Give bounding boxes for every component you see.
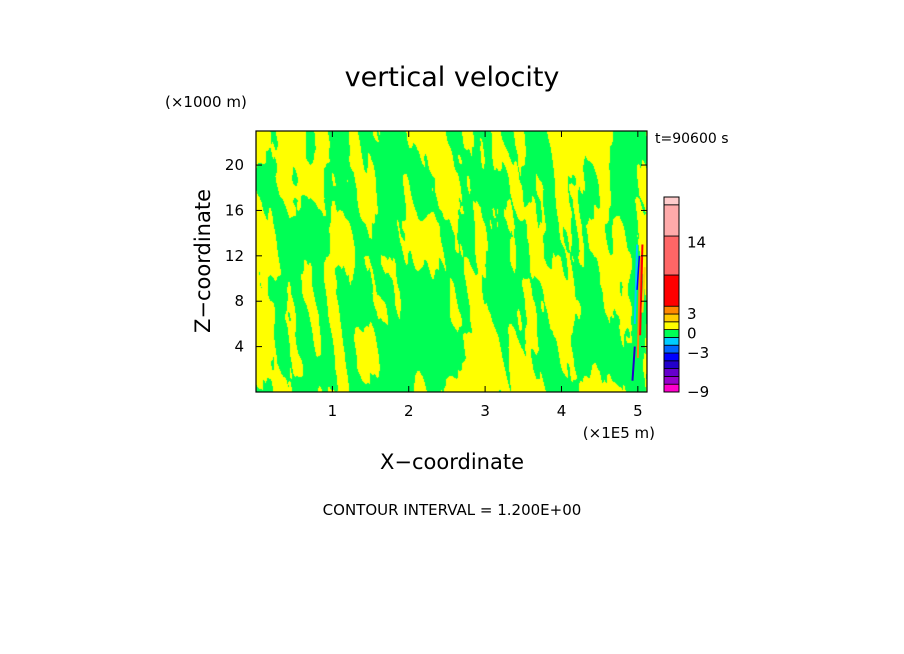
field-streak-0 <box>636 255 642 358</box>
y-axis-ticks: 4 8 12 16 20 <box>225 156 647 356</box>
colorbar-label: −3 <box>687 344 709 362</box>
colorbar-level-10 <box>663 305 680 315</box>
field-streak-1 <box>639 244 644 336</box>
colorbar-frame <box>663 196 680 393</box>
colorbar-level-14 <box>663 196 680 206</box>
y-tick-label: 16 <box>225 201 244 219</box>
y-tick-label: 12 <box>225 247 244 265</box>
y-axis-unit: (×1000 m) <box>165 93 247 111</box>
x-axis-ticks: 1 2 3 4 5 <box>328 131 643 420</box>
y-tick-label: 4 <box>234 338 244 356</box>
field-streak-4 <box>636 255 641 290</box>
colorbar-level-0 <box>663 383 680 393</box>
x-tick-label: 5 <box>633 402 643 420</box>
x-axis-title: X−coordinate <box>380 450 524 474</box>
colorbar-level-4 <box>663 352 680 362</box>
colorbar-level-5 <box>663 344 680 354</box>
colorbar-level-7 <box>663 329 680 338</box>
colorbar-label: −9 <box>687 383 709 401</box>
x-tick-label: 4 <box>557 402 567 420</box>
colorbar-level-9 <box>663 313 680 323</box>
colorbar-level-11 <box>663 274 680 307</box>
plot-frame <box>255 130 648 393</box>
colorbar-label: 3 <box>687 305 697 323</box>
field-streak-5 <box>641 267 646 313</box>
x-axis-unit: (×1E5 m) <box>583 424 655 442</box>
x-tick-label: 2 <box>404 402 414 420</box>
y-tick-label: 8 <box>234 292 244 310</box>
colorbar-level-6 <box>663 336 680 346</box>
colorbar-level-1 <box>663 375 680 385</box>
y-tick-label: 20 <box>225 156 244 174</box>
field-streak-2 <box>633 244 639 324</box>
colorbar-label: 0 <box>687 325 697 343</box>
chart-title: vertical velocity <box>345 62 560 93</box>
colorbar-level-8 <box>663 321 680 330</box>
colorbar-level-12 <box>663 235 680 276</box>
contour-interval-note: CONTOUR INTERVAL = 1.200E+00 <box>323 501 582 519</box>
velocity-field <box>256 131 647 392</box>
time-label: t=90600 s <box>655 131 729 147</box>
colorbar-level-2 <box>663 368 680 377</box>
x-tick-label: 1 <box>328 402 338 420</box>
colorbar-label: 14 <box>687 234 706 252</box>
colorbar: 14 3 0−3 −9 <box>663 196 709 401</box>
y-axis-title: Z−coordinate <box>191 189 215 333</box>
colorbar-level-3 <box>663 360 680 369</box>
colorbar-level-13 <box>663 204 680 237</box>
x-tick-label: 3 <box>480 402 490 420</box>
field-streak-3 <box>631 346 636 381</box>
velocity-field-raster <box>256 131 647 392</box>
